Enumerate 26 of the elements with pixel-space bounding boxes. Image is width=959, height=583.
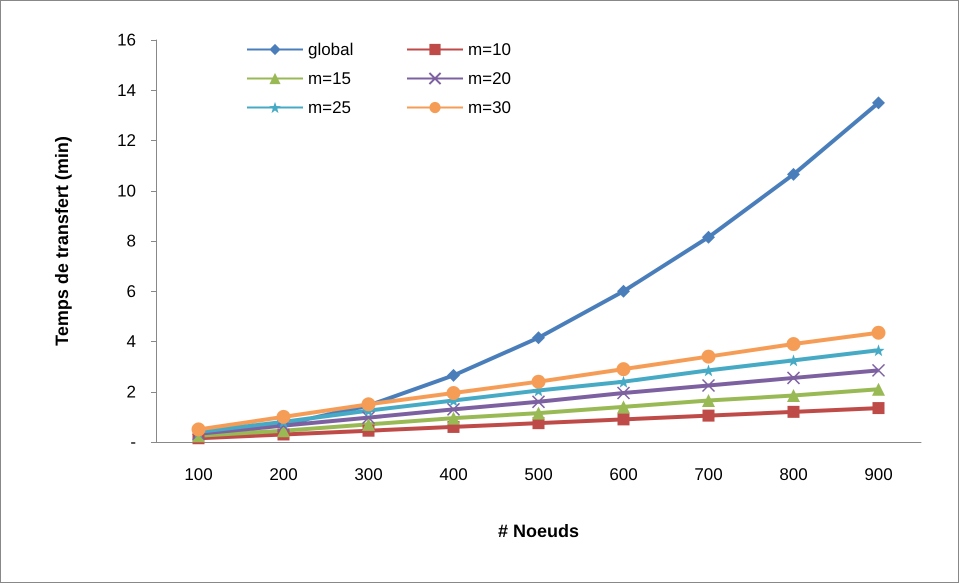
x-axis-title: # Noeuds xyxy=(498,521,580,541)
y-tick-label: 14 xyxy=(117,80,136,100)
x-tick-label: 700 xyxy=(694,465,723,484)
y-tick-label: 10 xyxy=(117,181,136,200)
legend-label: m=20 xyxy=(468,69,511,88)
y-tick-label: 4 xyxy=(126,332,136,351)
x-tick-label: 400 xyxy=(439,465,468,484)
y-tick-label: - xyxy=(130,432,136,452)
y-axis-title: Temps de transfert (min) xyxy=(52,136,72,346)
legend-label: m=30 xyxy=(468,98,511,117)
y-tick-label: 6 xyxy=(126,282,136,301)
legend-label: m=10 xyxy=(468,40,511,59)
y-tick-label: 2 xyxy=(126,382,136,402)
y-tick-label: 16 xyxy=(117,30,136,50)
y-tick-label: 12 xyxy=(117,131,136,150)
legend-label: global xyxy=(308,40,354,59)
x-tick-label: 300 xyxy=(354,465,383,484)
legend-label: m=25 xyxy=(308,98,351,117)
x-tick-label: 100 xyxy=(184,465,213,484)
x-tick-label: 500 xyxy=(524,465,553,484)
x-tick-label: 200 xyxy=(269,465,298,484)
legend-label: m=15 xyxy=(308,69,351,88)
x-tick-label: 600 xyxy=(609,465,638,484)
x-tick-label: 900 xyxy=(864,465,893,484)
y-tick-label: 8 xyxy=(126,232,136,250)
x-tick-label: 800 xyxy=(779,465,808,484)
